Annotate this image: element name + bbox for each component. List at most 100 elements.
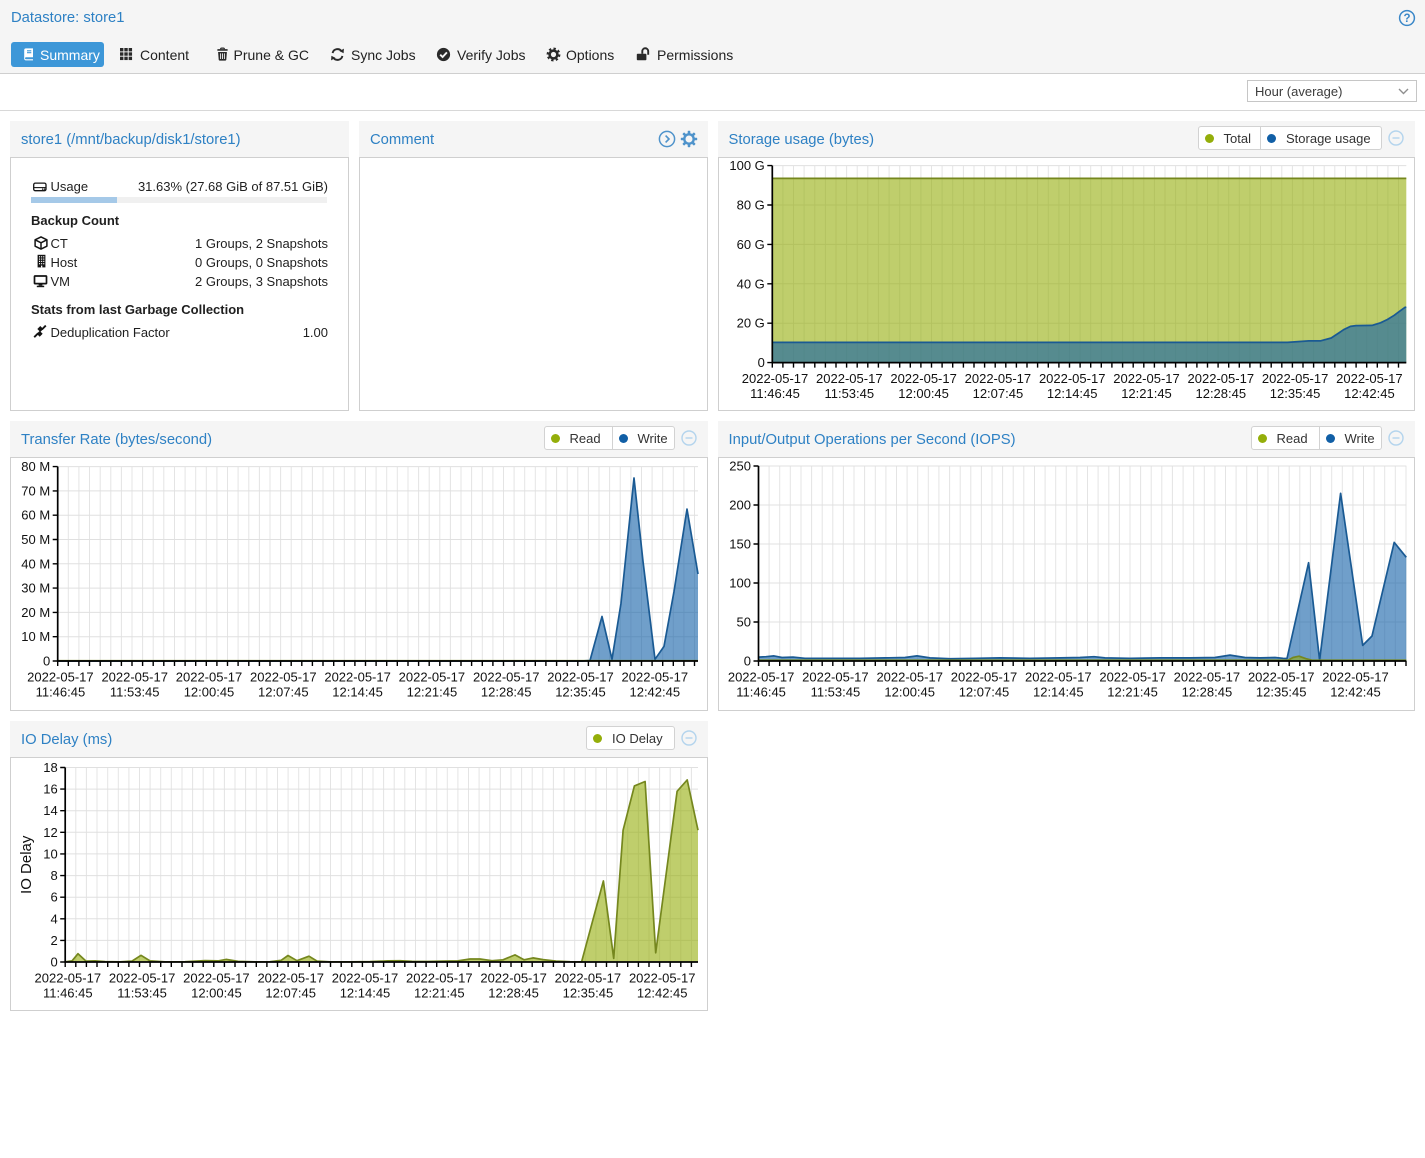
svg-text:40 M: 40 M	[21, 556, 50, 571]
svg-text:2022-05-17: 2022-05-17	[1322, 670, 1389, 685]
svg-text:30 M: 30 M	[21, 581, 50, 596]
svg-text:18: 18	[43, 760, 57, 775]
svg-text:12:14:45: 12:14:45	[332, 685, 383, 700]
svg-text:12:35:45: 12:35:45	[1270, 386, 1321, 401]
svg-text:2022-05-17: 2022-05-17	[27, 670, 94, 685]
svg-text:2022-05-17: 2022-05-17	[1039, 371, 1106, 386]
svg-text:2022-05-17: 2022-05-17	[257, 971, 324, 986]
svg-text:12:07:45: 12:07:45	[265, 986, 316, 1001]
svg-text:12:28:45: 12:28:45	[488, 986, 539, 1001]
svg-text:2022-05-17: 2022-05-17	[1113, 371, 1180, 386]
svg-text:2022-05-17: 2022-05-17	[109, 971, 176, 986]
svg-text:?: ?	[1403, 13, 1410, 25]
svg-text:6: 6	[50, 890, 57, 905]
svg-text:2022-05-17: 2022-05-17	[951, 670, 1018, 685]
svg-text:12:42:45: 12:42:45	[1344, 386, 1395, 401]
svg-text:200: 200	[729, 498, 751, 513]
svg-text:14: 14	[43, 803, 57, 818]
svg-text:10: 10	[43, 846, 57, 861]
svg-text:12:28:45: 12:28:45	[1182, 685, 1233, 700]
svg-text:100 G: 100 G	[729, 158, 764, 173]
svg-text:12:14:45: 12:14:45	[1033, 685, 1084, 700]
svg-text:20 G: 20 G	[737, 316, 765, 331]
svg-text:12:07:45: 12:07:45	[959, 685, 1010, 700]
svg-text:40 G: 40 G	[737, 276, 765, 291]
svg-text:0: 0	[744, 654, 751, 669]
svg-text:12:42:45: 12:42:45	[629, 685, 680, 700]
svg-text:12: 12	[43, 825, 57, 840]
svg-text:12:21:45: 12:21:45	[414, 986, 465, 1001]
svg-text:2022-05-17: 2022-05-17	[406, 971, 473, 986]
svg-text:2022-05-17: 2022-05-17	[1336, 371, 1403, 386]
svg-text:2022-05-17: 2022-05-17	[1188, 371, 1255, 386]
svg-text:2022-05-17: 2022-05-17	[629, 971, 696, 986]
svg-text:2022-05-17: 2022-05-17	[473, 670, 540, 685]
svg-text:16: 16	[43, 782, 57, 797]
svg-text:12:35:45: 12:35:45	[555, 685, 606, 700]
svg-text:12:28:45: 12:28:45	[481, 685, 532, 700]
svg-text:2022-05-17: 2022-05-17	[176, 670, 243, 685]
svg-text:2022-05-17: 2022-05-17	[876, 670, 943, 685]
svg-text:11:46:45: 11:46:45	[736, 685, 786, 700]
svg-text:2022-05-17: 2022-05-17	[332, 971, 399, 986]
svg-text:12:21:45: 12:21:45	[1121, 386, 1172, 401]
svg-text:12:35:45: 12:35:45	[563, 986, 614, 1001]
svg-text:12:42:45: 12:42:45	[1330, 685, 1381, 700]
svg-text:12:14:45: 12:14:45	[340, 986, 391, 1001]
svg-text:11:46:45: 11:46:45	[750, 386, 800, 401]
svg-text:70 M: 70 M	[21, 483, 50, 498]
svg-text:2022-05-17: 2022-05-17	[183, 971, 250, 986]
svg-text:150: 150	[729, 537, 751, 552]
svg-text:2022-05-17: 2022-05-17	[1174, 670, 1241, 685]
svg-text:12:14:45: 12:14:45	[1047, 386, 1098, 401]
svg-text:12:07:45: 12:07:45	[973, 386, 1024, 401]
svg-text:12:00:45: 12:00:45	[184, 685, 235, 700]
svg-text:2022-05-17: 2022-05-17	[101, 670, 168, 685]
svg-text:2022-05-17: 2022-05-17	[1025, 670, 1092, 685]
svg-text:11:46:45: 11:46:45	[43, 986, 93, 1001]
svg-text:60 M: 60 M	[21, 508, 50, 523]
svg-text:11:53:45: 11:53:45	[824, 386, 874, 401]
svg-text:2022-05-17: 2022-05-17	[324, 670, 391, 685]
svg-text:12:35:45: 12:35:45	[1256, 685, 1307, 700]
svg-text:2022-05-17: 2022-05-17	[742, 371, 809, 386]
svg-text:12:00:45: 12:00:45	[898, 386, 949, 401]
svg-text:80 G: 80 G	[737, 198, 765, 213]
svg-text:50 M: 50 M	[21, 532, 50, 547]
svg-text:8: 8	[50, 868, 57, 883]
svg-text:10 M: 10 M	[21, 629, 50, 644]
svg-text:11:46:45: 11:46:45	[36, 685, 86, 700]
svg-text:0: 0	[50, 955, 57, 970]
svg-text:50: 50	[737, 615, 751, 630]
svg-text:12:21:45: 12:21:45	[1107, 685, 1158, 700]
svg-text:2022-05-17: 2022-05-17	[399, 670, 466, 685]
svg-text:0: 0	[43, 654, 50, 669]
svg-text:2022-05-17: 2022-05-17	[890, 371, 957, 386]
svg-text:11:53:45: 11:53:45	[117, 986, 167, 1001]
svg-text:2022-05-17: 2022-05-17	[728, 670, 795, 685]
svg-text:100: 100	[729, 576, 751, 591]
svg-text:0: 0	[758, 355, 765, 370]
svg-text:2022-05-17: 2022-05-17	[35, 971, 102, 986]
svg-text:2022-05-17: 2022-05-17	[816, 371, 883, 386]
svg-text:2022-05-17: 2022-05-17	[555, 971, 622, 986]
svg-text:2022-05-17: 2022-05-17	[547, 670, 614, 685]
svg-text:2: 2	[50, 933, 57, 948]
svg-text:2022-05-17: 2022-05-17	[1262, 371, 1329, 386]
svg-text:12:21:45: 12:21:45	[407, 685, 458, 700]
svg-text:2022-05-17: 2022-05-17	[1099, 670, 1166, 685]
svg-text:20 M: 20 M	[21, 605, 50, 620]
svg-text:80 M: 80 M	[21, 459, 50, 474]
svg-text:2022-05-17: 2022-05-17	[250, 670, 317, 685]
svg-text:IO Delay: IO Delay	[18, 835, 35, 894]
svg-text:2022-05-17: 2022-05-17	[1248, 670, 1315, 685]
svg-text:250: 250	[729, 459, 751, 474]
svg-text:2022-05-17: 2022-05-17	[480, 971, 547, 986]
svg-text:12:42:45: 12:42:45	[637, 986, 688, 1001]
svg-text:2022-05-17: 2022-05-17	[622, 670, 689, 685]
svg-text:11:53:45: 11:53:45	[811, 685, 861, 700]
svg-text:2022-05-17: 2022-05-17	[965, 371, 1032, 386]
svg-text:2022-05-17: 2022-05-17	[802, 670, 869, 685]
svg-text:12:28:45: 12:28:45	[1195, 386, 1246, 401]
svg-text:11:53:45: 11:53:45	[110, 685, 160, 700]
